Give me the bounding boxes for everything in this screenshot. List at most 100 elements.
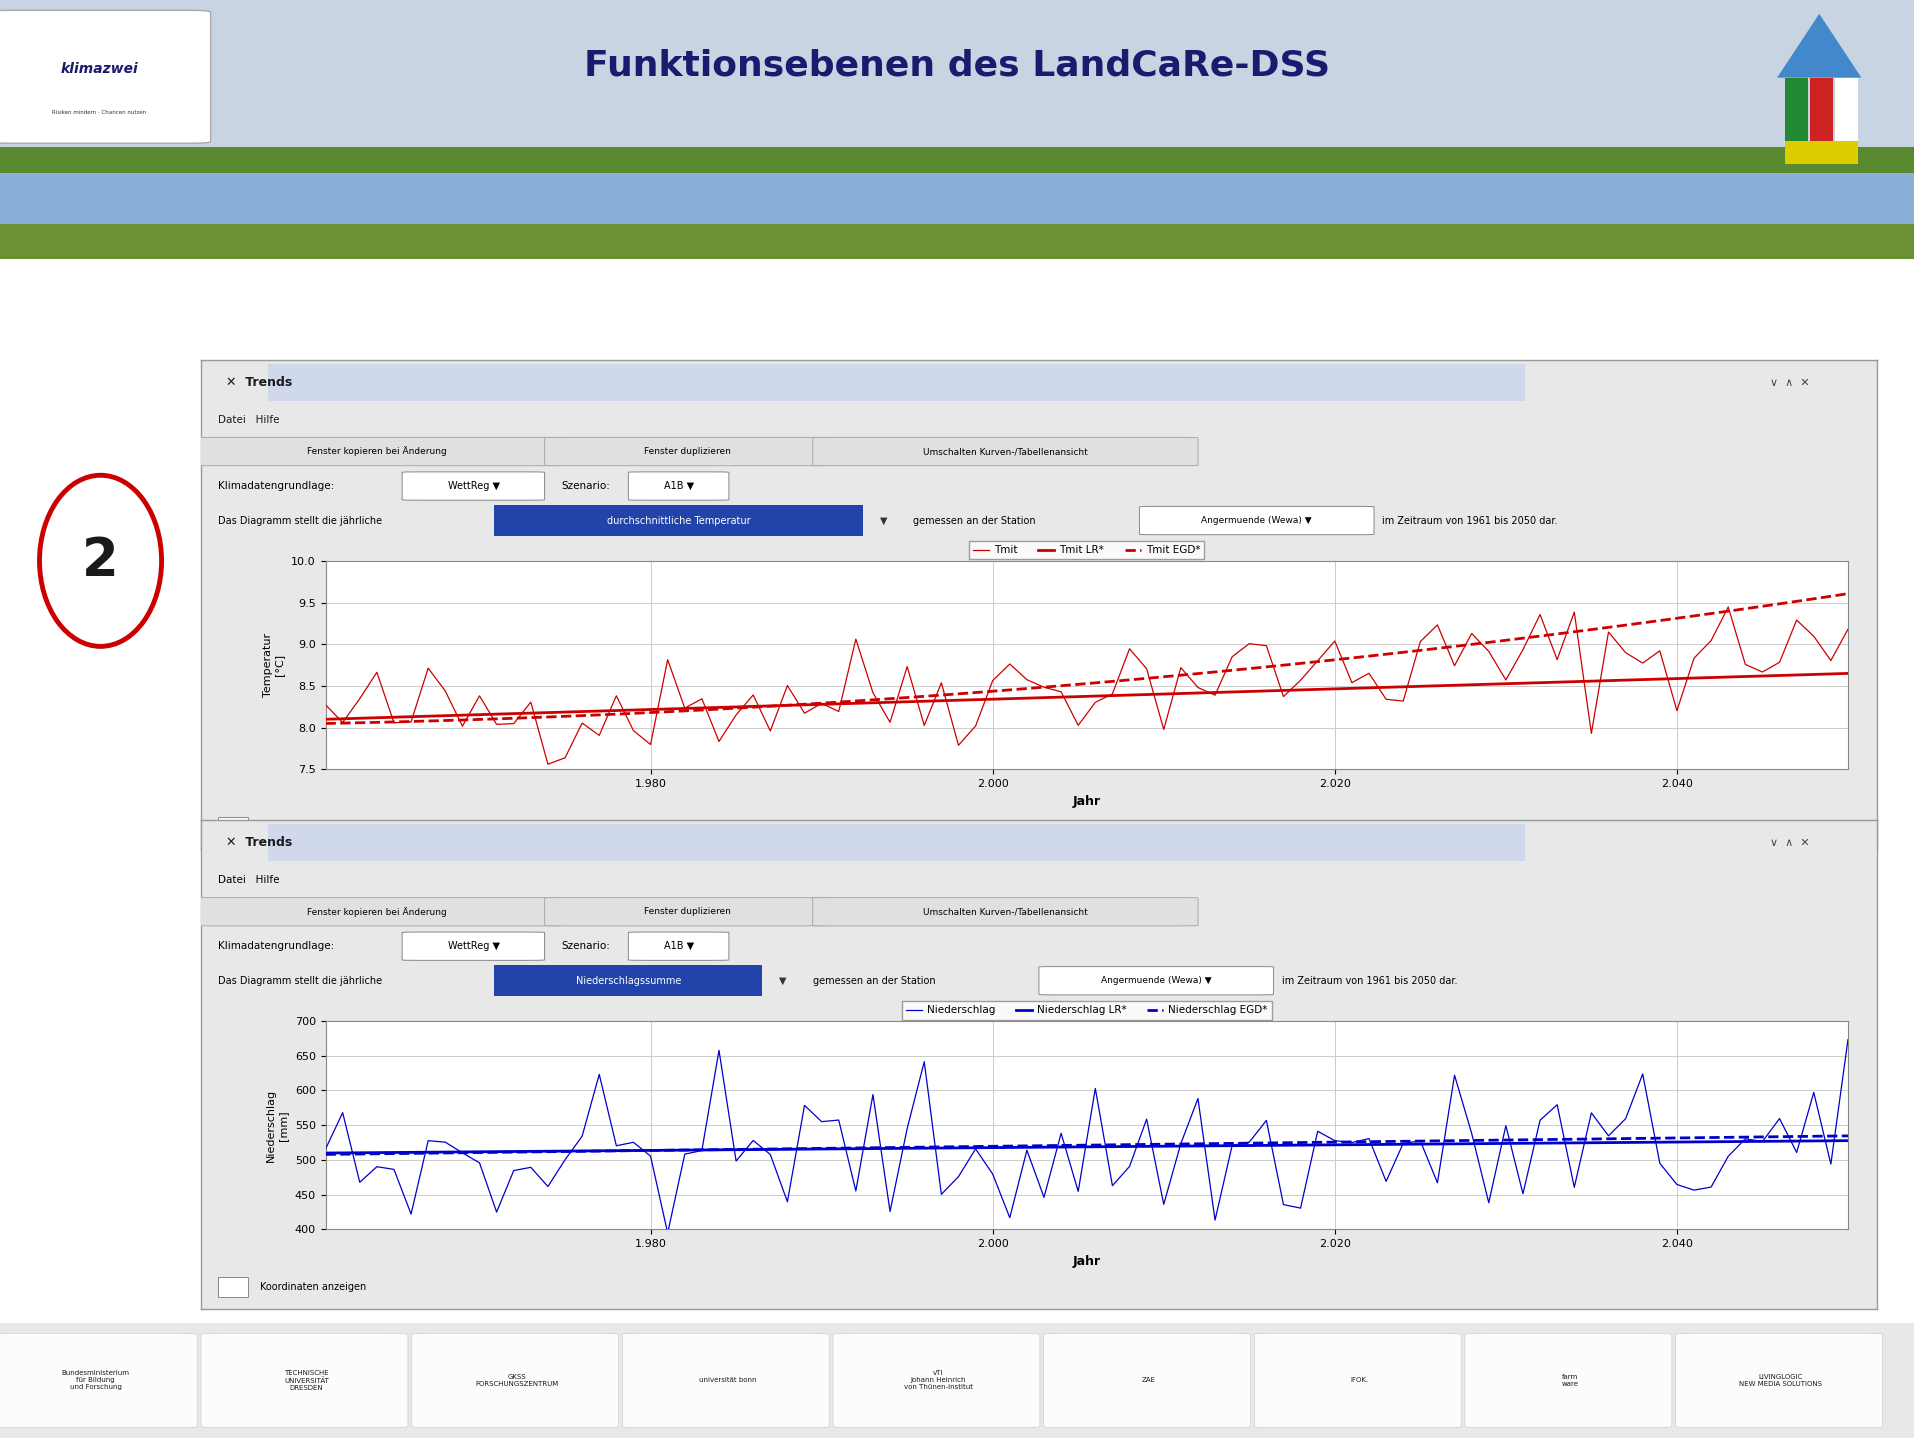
Text: 2: 2 <box>82 535 119 587</box>
Text: klimazwei: klimazwei <box>61 62 138 76</box>
Bar <box>268 824 1524 861</box>
Bar <box>1834 78 1857 141</box>
Niederschlag EGD* <box>1374 1133 1397 1150</box>
Bar <box>1809 78 1832 141</box>
FancyBboxPatch shape <box>622 1333 829 1428</box>
FancyBboxPatch shape <box>544 897 829 926</box>
Text: Angermuende (Wewa) ▼: Angermuende (Wewa) ▼ <box>1200 516 1311 525</box>
Text: ▼: ▼ <box>779 976 787 985</box>
FancyBboxPatch shape <box>193 897 561 926</box>
Tmit <box>1801 627 1824 644</box>
FancyBboxPatch shape <box>193 437 561 466</box>
Line: Tmit LR*: Tmit LR* <box>325 673 1847 719</box>
Line: Tmit EGD*: Tmit EGD* <box>325 594 1847 723</box>
Y-axis label: Temperatur
[°C]: Temperatur [°C] <box>262 633 283 697</box>
FancyBboxPatch shape <box>1043 1333 1250 1428</box>
Tmit EGD* <box>1579 621 1602 638</box>
Text: vTI
Johann Heinrich
von Thünen-Institut: vTI Johann Heinrich von Thünen-Institut <box>903 1370 972 1391</box>
FancyBboxPatch shape <box>402 932 544 961</box>
Tmit <box>1836 621 1858 638</box>
Text: Das Diagramm stellt die jährliche: Das Diagramm stellt die jährliche <box>218 976 381 985</box>
Text: ∨  ∧  ✕: ∨ ∧ ✕ <box>1769 378 1809 387</box>
Bar <box>0 147 1914 173</box>
Niederschlag EGD* <box>1767 1127 1790 1145</box>
Tmit LR* <box>1767 667 1790 684</box>
Text: ▼: ▼ <box>879 516 886 525</box>
Text: ∨  ∧  ✕: ∨ ∧ ✕ <box>1769 838 1809 847</box>
Text: universität bonn: universität bonn <box>699 1378 756 1383</box>
Tmit <box>519 693 542 710</box>
FancyBboxPatch shape <box>201 1333 408 1428</box>
Bar <box>268 364 1524 401</box>
FancyBboxPatch shape <box>544 437 829 466</box>
Tmit EGD* <box>1374 646 1397 663</box>
Bar <box>0 86 1914 129</box>
Text: A1B ▼: A1B ▼ <box>664 942 693 951</box>
Tmit LR* <box>314 710 337 728</box>
Niederschlag EGD* <box>519 1143 542 1160</box>
Tmit LR* <box>1614 672 1636 689</box>
Text: Umschalten Kurven-/Tabellenansicht: Umschalten Kurven-/Tabellenansicht <box>923 447 1087 456</box>
Tmit EGD* <box>775 696 798 713</box>
Text: farm
ware: farm ware <box>1562 1373 1577 1388</box>
Tmit <box>792 705 815 722</box>
Text: Funktionsebenen des LandCaRe-DSS: Funktionsebenen des LandCaRe-DSS <box>584 49 1330 82</box>
Bar <box>218 817 249 837</box>
Niederschlag LR* <box>519 1143 542 1160</box>
FancyBboxPatch shape <box>812 437 1198 466</box>
Text: Risiken mindern · Chancen nutzen: Risiken mindern · Chancen nutzen <box>52 109 147 115</box>
FancyBboxPatch shape <box>402 472 544 500</box>
Niederschlag <box>657 1224 679 1241</box>
Legend: Tmit, Tmit LR*, Tmit EGD*: Tmit, Tmit LR*, Tmit EGD* <box>968 541 1204 559</box>
Text: Fenster duplizieren: Fenster duplizieren <box>643 447 729 456</box>
Niederschlag LR* <box>1579 1135 1602 1152</box>
FancyBboxPatch shape <box>1037 966 1273 995</box>
FancyBboxPatch shape <box>628 472 729 500</box>
Tmit <box>1631 654 1654 672</box>
FancyBboxPatch shape <box>628 932 729 961</box>
Niederschlag EGD* <box>1579 1130 1602 1148</box>
Tmit EGD* <box>1614 617 1636 634</box>
Bar <box>0 0 1914 43</box>
Text: durchschnittliche Temperatur: durchschnittliche Temperatur <box>607 516 750 525</box>
Text: gemessen an der Station: gemessen an der Station <box>812 976 934 985</box>
Bar <box>1784 141 1857 164</box>
X-axis label: Jahr: Jahr <box>1072 795 1101 808</box>
FancyBboxPatch shape <box>812 897 1198 926</box>
Text: WettReg ▼: WettReg ▼ <box>448 482 500 490</box>
FancyBboxPatch shape <box>0 1333 197 1428</box>
Tmit <box>314 696 337 713</box>
Niederschlag LR* <box>1836 1132 1858 1149</box>
Niederschlag <box>1836 1031 1858 1048</box>
Bar <box>0 173 1914 224</box>
Niederschlag <box>1596 1127 1619 1145</box>
Tmit <box>1391 693 1414 710</box>
Tmit EGD* <box>314 715 337 732</box>
Text: TECHNISCHE
UNIVERSITÄT
DRESDEN: TECHNISCHE UNIVERSITÄT DRESDEN <box>283 1370 329 1391</box>
Text: Datei   Hilfe: Datei Hilfe <box>218 876 279 884</box>
Bar <box>0 224 1914 259</box>
Niederschlag EGD* <box>1836 1127 1858 1145</box>
FancyBboxPatch shape <box>1675 1333 1881 1428</box>
Bar <box>218 1277 249 1297</box>
Tmit EGD* <box>519 709 542 726</box>
FancyBboxPatch shape <box>833 1333 1039 1428</box>
Tmit <box>1596 624 1619 641</box>
Text: Das Diagramm stellt die jährliche: Das Diagramm stellt die jährliche <box>218 516 381 525</box>
FancyBboxPatch shape <box>1139 506 1374 535</box>
Text: IFOK.: IFOK. <box>1349 1378 1369 1383</box>
Tmit LR* <box>519 705 542 722</box>
Tmit LR* <box>1374 679 1397 696</box>
Text: GKSS
FORSCHUNGSZENTRUM: GKSS FORSCHUNGSZENTRUM <box>475 1373 559 1388</box>
Bar <box>494 505 863 536</box>
Text: Trendanalyse für Temperatur und Niederschlag (Angermünde, A1B, WETTREG): Trendanalyse für Temperatur und Niedersc… <box>19 290 1365 321</box>
Text: im Zeitraum von 1961 bis 2050 dar.: im Zeitraum von 1961 bis 2050 dar. <box>1280 976 1457 985</box>
Line: Tmit: Tmit <box>325 607 1847 764</box>
Tmit LR* <box>1836 664 1858 682</box>
Bar <box>494 965 762 997</box>
FancyBboxPatch shape <box>412 1333 618 1428</box>
Circle shape <box>40 475 161 646</box>
Niederschlag <box>1631 1066 1654 1083</box>
Niederschlag <box>314 1140 337 1158</box>
Text: LIVINGLOGIC
NEW MEDIA SOLUTIONS: LIVINGLOGIC NEW MEDIA SOLUTIONS <box>1738 1373 1822 1388</box>
